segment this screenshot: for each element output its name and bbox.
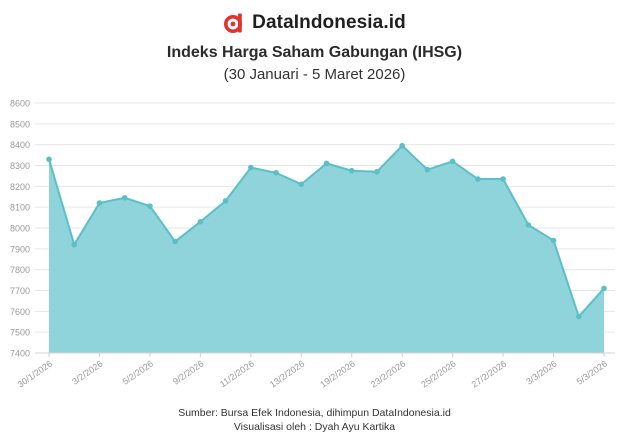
data-point — [298, 181, 305, 188]
data-point — [424, 166, 431, 173]
data-point — [71, 241, 78, 248]
x-tick-label: 13/2/2026 — [268, 358, 307, 389]
source-note: Sumber: Bursa Efek Indonesia, dihimpun D… — [178, 407, 451, 419]
x-tick-label: 5/2/2026 — [121, 358, 155, 386]
data-point — [575, 313, 582, 320]
data-point — [348, 167, 355, 174]
y-tick-label: 8300 — [10, 161, 30, 171]
data-point — [449, 158, 456, 165]
y-tick-label: 8500 — [10, 119, 30, 129]
data-point — [222, 198, 229, 204]
y-tick-label: 8100 — [10, 203, 30, 213]
chart-subtitle: (30 Januari - 5 Maret 2026) — [223, 66, 406, 83]
x-tick-label: 5/3/2026 — [575, 358, 609, 386]
x-tick-label: 30/1/2026 — [16, 358, 55, 389]
brand-header: DataIndonesia.id — [0, 10, 629, 36]
y-tick-label: 7600 — [10, 307, 30, 317]
x-tick-label: 27/2/2026 — [470, 358, 509, 389]
x-tick-label: 11/2/2026 — [218, 358, 256, 389]
brand-name: DataIndonesia.id — [252, 12, 406, 33]
y-tick-label: 7700 — [10, 286, 30, 296]
data-point — [374, 168, 380, 175]
data-point — [96, 200, 103, 206]
dataindonesia-d-logo-icon — [224, 13, 243, 33]
data-point — [525, 222, 532, 228]
data-point — [475, 176, 481, 182]
credit-note: Visualisasi oleh : Dyah Ayu Kartika — [233, 421, 396, 433]
y-tick-label: 8000 — [10, 224, 30, 234]
data-point — [500, 176, 506, 182]
data-point — [273, 169, 279, 176]
data-point — [46, 156, 52, 163]
x-tick-label: 9/2/2026 — [171, 358, 205, 386]
x-tick-label: 25/2/2026 — [419, 358, 458, 389]
x-tick-label: 3/3/2026 — [524, 358, 558, 386]
data-point — [550, 237, 557, 244]
y-tick-label: 8600 — [10, 99, 30, 109]
chart-title: Indeks Harga Saham Gabungan (IHSG) — [166, 44, 463, 61]
x-tick-label: 19/2/2026 — [318, 358, 357, 389]
y-tick-label: 8200 — [10, 182, 30, 192]
y-tick-label: 7800 — [10, 265, 30, 275]
x-tick-label: 23/2/2026 — [369, 358, 408, 389]
data-point — [121, 194, 128, 201]
data-point — [323, 160, 330, 167]
data-point — [197, 218, 204, 225]
data-point — [601, 285, 607, 292]
data-point — [399, 142, 405, 149]
y-tick-label: 7500 — [10, 328, 30, 338]
y-tick-label: 8400 — [10, 140, 30, 150]
x-tick-label: 3/2/2026 — [70, 358, 104, 386]
data-point — [147, 203, 153, 209]
area-fill — [49, 145, 604, 353]
y-tick-label: 7400 — [10, 349, 30, 359]
data-point — [172, 238, 178, 245]
y-tick-label: 7900 — [10, 244, 30, 254]
data-point — [248, 164, 254, 171]
